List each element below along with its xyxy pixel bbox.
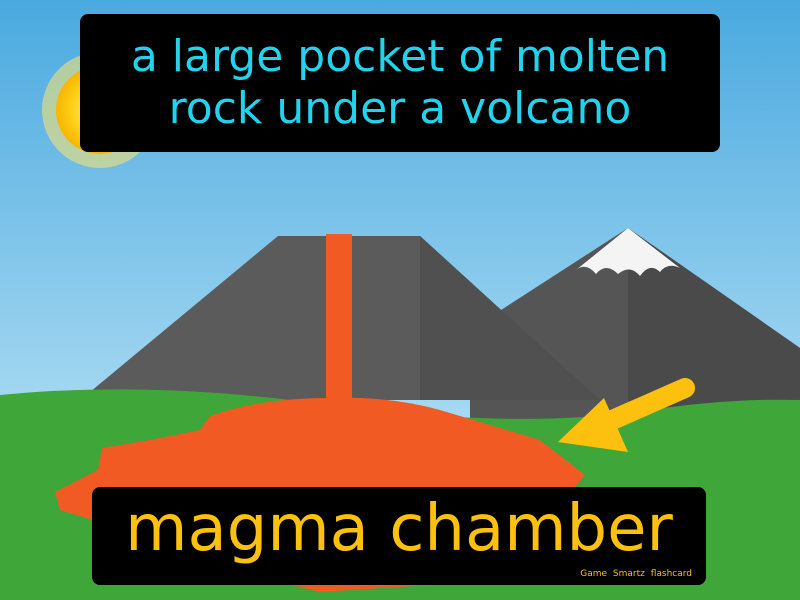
term-title: magma chamber bbox=[125, 492, 673, 566]
definition-box: a large pocket of molten rock under a vo… bbox=[80, 14, 720, 152]
snow-cap bbox=[576, 228, 680, 276]
definition-line-1: a large pocket of molten bbox=[130, 31, 670, 82]
definition-line-2: rock under a volcano bbox=[168, 83, 632, 134]
term-box: magma chamber Game Smartz flashcard bbox=[92, 487, 706, 585]
arrow-icon bbox=[558, 378, 695, 452]
brand-label: Game Smartz flashcard bbox=[580, 569, 692, 579]
